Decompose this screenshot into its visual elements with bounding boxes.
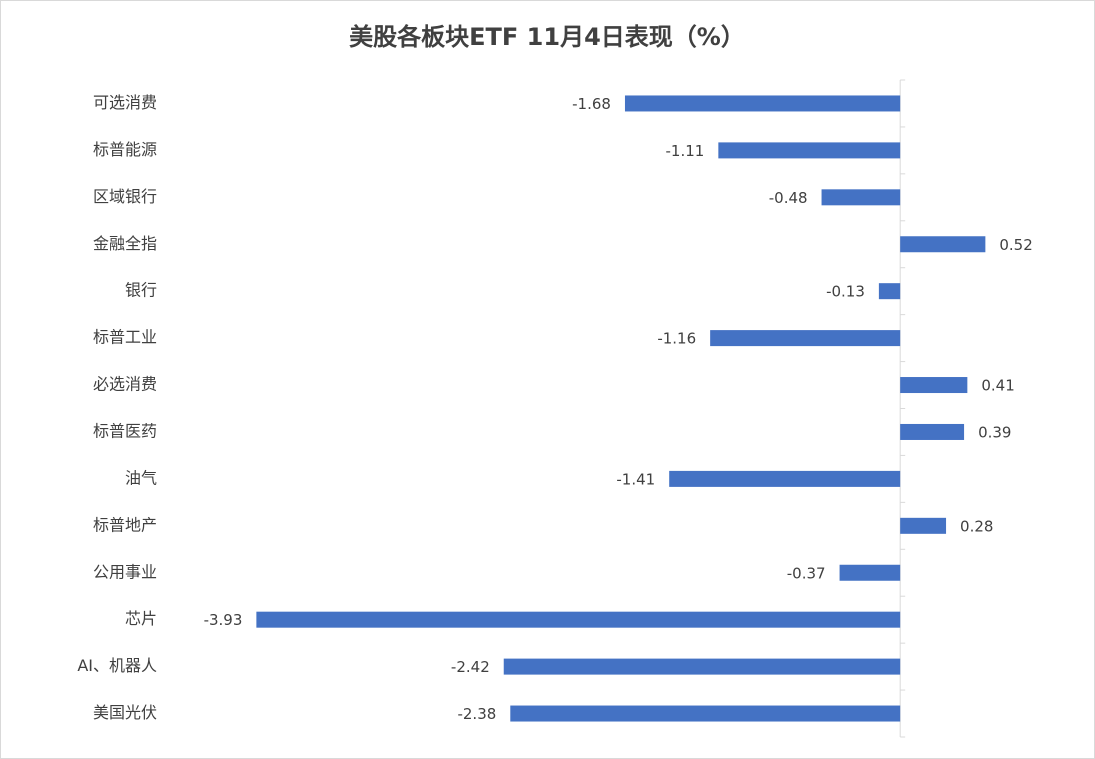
data-label: -2.42 — [451, 658, 490, 676]
category-label: 美国光伏 — [93, 703, 157, 722]
category-label: 标普地产 — [93, 515, 157, 534]
bar — [503, 658, 901, 675]
data-label: -2.38 — [457, 705, 496, 723]
bar — [669, 470, 901, 487]
data-label: -1.41 — [616, 470, 655, 488]
data-label: -1.16 — [657, 330, 696, 348]
category-label: 标普医药 — [93, 421, 157, 440]
category-label: 油气 — [125, 468, 157, 487]
bar — [900, 236, 986, 253]
bar — [821, 189, 901, 206]
data-label: -0.48 — [769, 189, 808, 207]
category-label: 可选消费 — [93, 93, 157, 112]
bar — [256, 611, 901, 628]
bar — [624, 95, 901, 112]
category-label: 芯片 — [125, 609, 157, 628]
data-label: -0.13 — [826, 283, 865, 301]
bar — [878, 283, 901, 300]
category-label: AI、机器人 — [77, 656, 157, 675]
category-label: 银行 — [125, 281, 157, 300]
bar — [510, 705, 901, 722]
category-label: 标普能源 — [93, 140, 157, 159]
bar — [900, 423, 965, 440]
category-label: 必选消费 — [93, 375, 157, 394]
data-label: 0.41 — [981, 377, 1014, 395]
category-label: 区域银行 — [93, 187, 157, 206]
data-label: -0.37 — [787, 564, 826, 582]
data-label: 0.39 — [978, 423, 1011, 441]
chart-title: 美股各板块ETF 11月4日表现（%） — [349, 23, 745, 51]
bar — [718, 142, 901, 159]
bar — [900, 377, 968, 394]
category-label: 标普工业 — [93, 328, 157, 347]
data-label: 0.28 — [960, 517, 993, 535]
bar — [839, 564, 901, 581]
category-label: 金融全指 — [93, 234, 157, 253]
category-label: 公用事业 — [93, 562, 157, 581]
data-label: -3.93 — [204, 611, 243, 629]
data-label: -1.11 — [666, 142, 705, 160]
data-label: -1.68 — [572, 95, 611, 113]
bar — [710, 330, 901, 347]
bar — [900, 517, 947, 534]
data-label: 0.52 — [999, 236, 1032, 254]
